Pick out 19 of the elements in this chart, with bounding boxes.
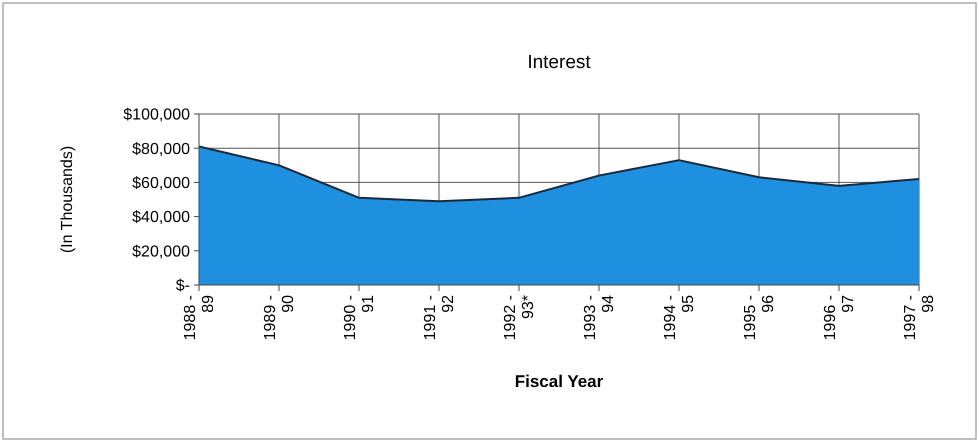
x-tick-label: 1997 - 98 bbox=[902, 294, 937, 340]
y-tick-label: $20,000 bbox=[132, 243, 190, 260]
x-tick-label: 1993 - 94 bbox=[582, 294, 617, 340]
x-tick-label: 1990 - 91 bbox=[342, 294, 377, 340]
y-tick-label: $- bbox=[176, 278, 190, 295]
y-tick-label: $100,000 bbox=[123, 106, 190, 124]
y-tick-label: $40,000 bbox=[132, 209, 190, 226]
x-tick-label: 1991 - 92 bbox=[422, 294, 457, 340]
x-tick-label: 1989 - 90 bbox=[262, 294, 297, 340]
y-tick-label: $60,000 bbox=[132, 175, 190, 192]
x-axis-title: Fiscal Year bbox=[514, 372, 604, 391]
x-tick-label: 1994 - 95 bbox=[662, 294, 697, 340]
x-tick-label: 1992 - 93* bbox=[502, 295, 537, 340]
x-tick-label: 1996 - 97 bbox=[822, 294, 857, 340]
x-tick-label: 1988 - 89 bbox=[182, 294, 217, 340]
y-axis-title: (In Thousands) bbox=[59, 146, 76, 254]
x-tick-label: 1995 - 96 bbox=[742, 294, 777, 340]
chart-title: Interest bbox=[527, 52, 592, 73]
y-tick-label: $80,000 bbox=[132, 140, 190, 158]
